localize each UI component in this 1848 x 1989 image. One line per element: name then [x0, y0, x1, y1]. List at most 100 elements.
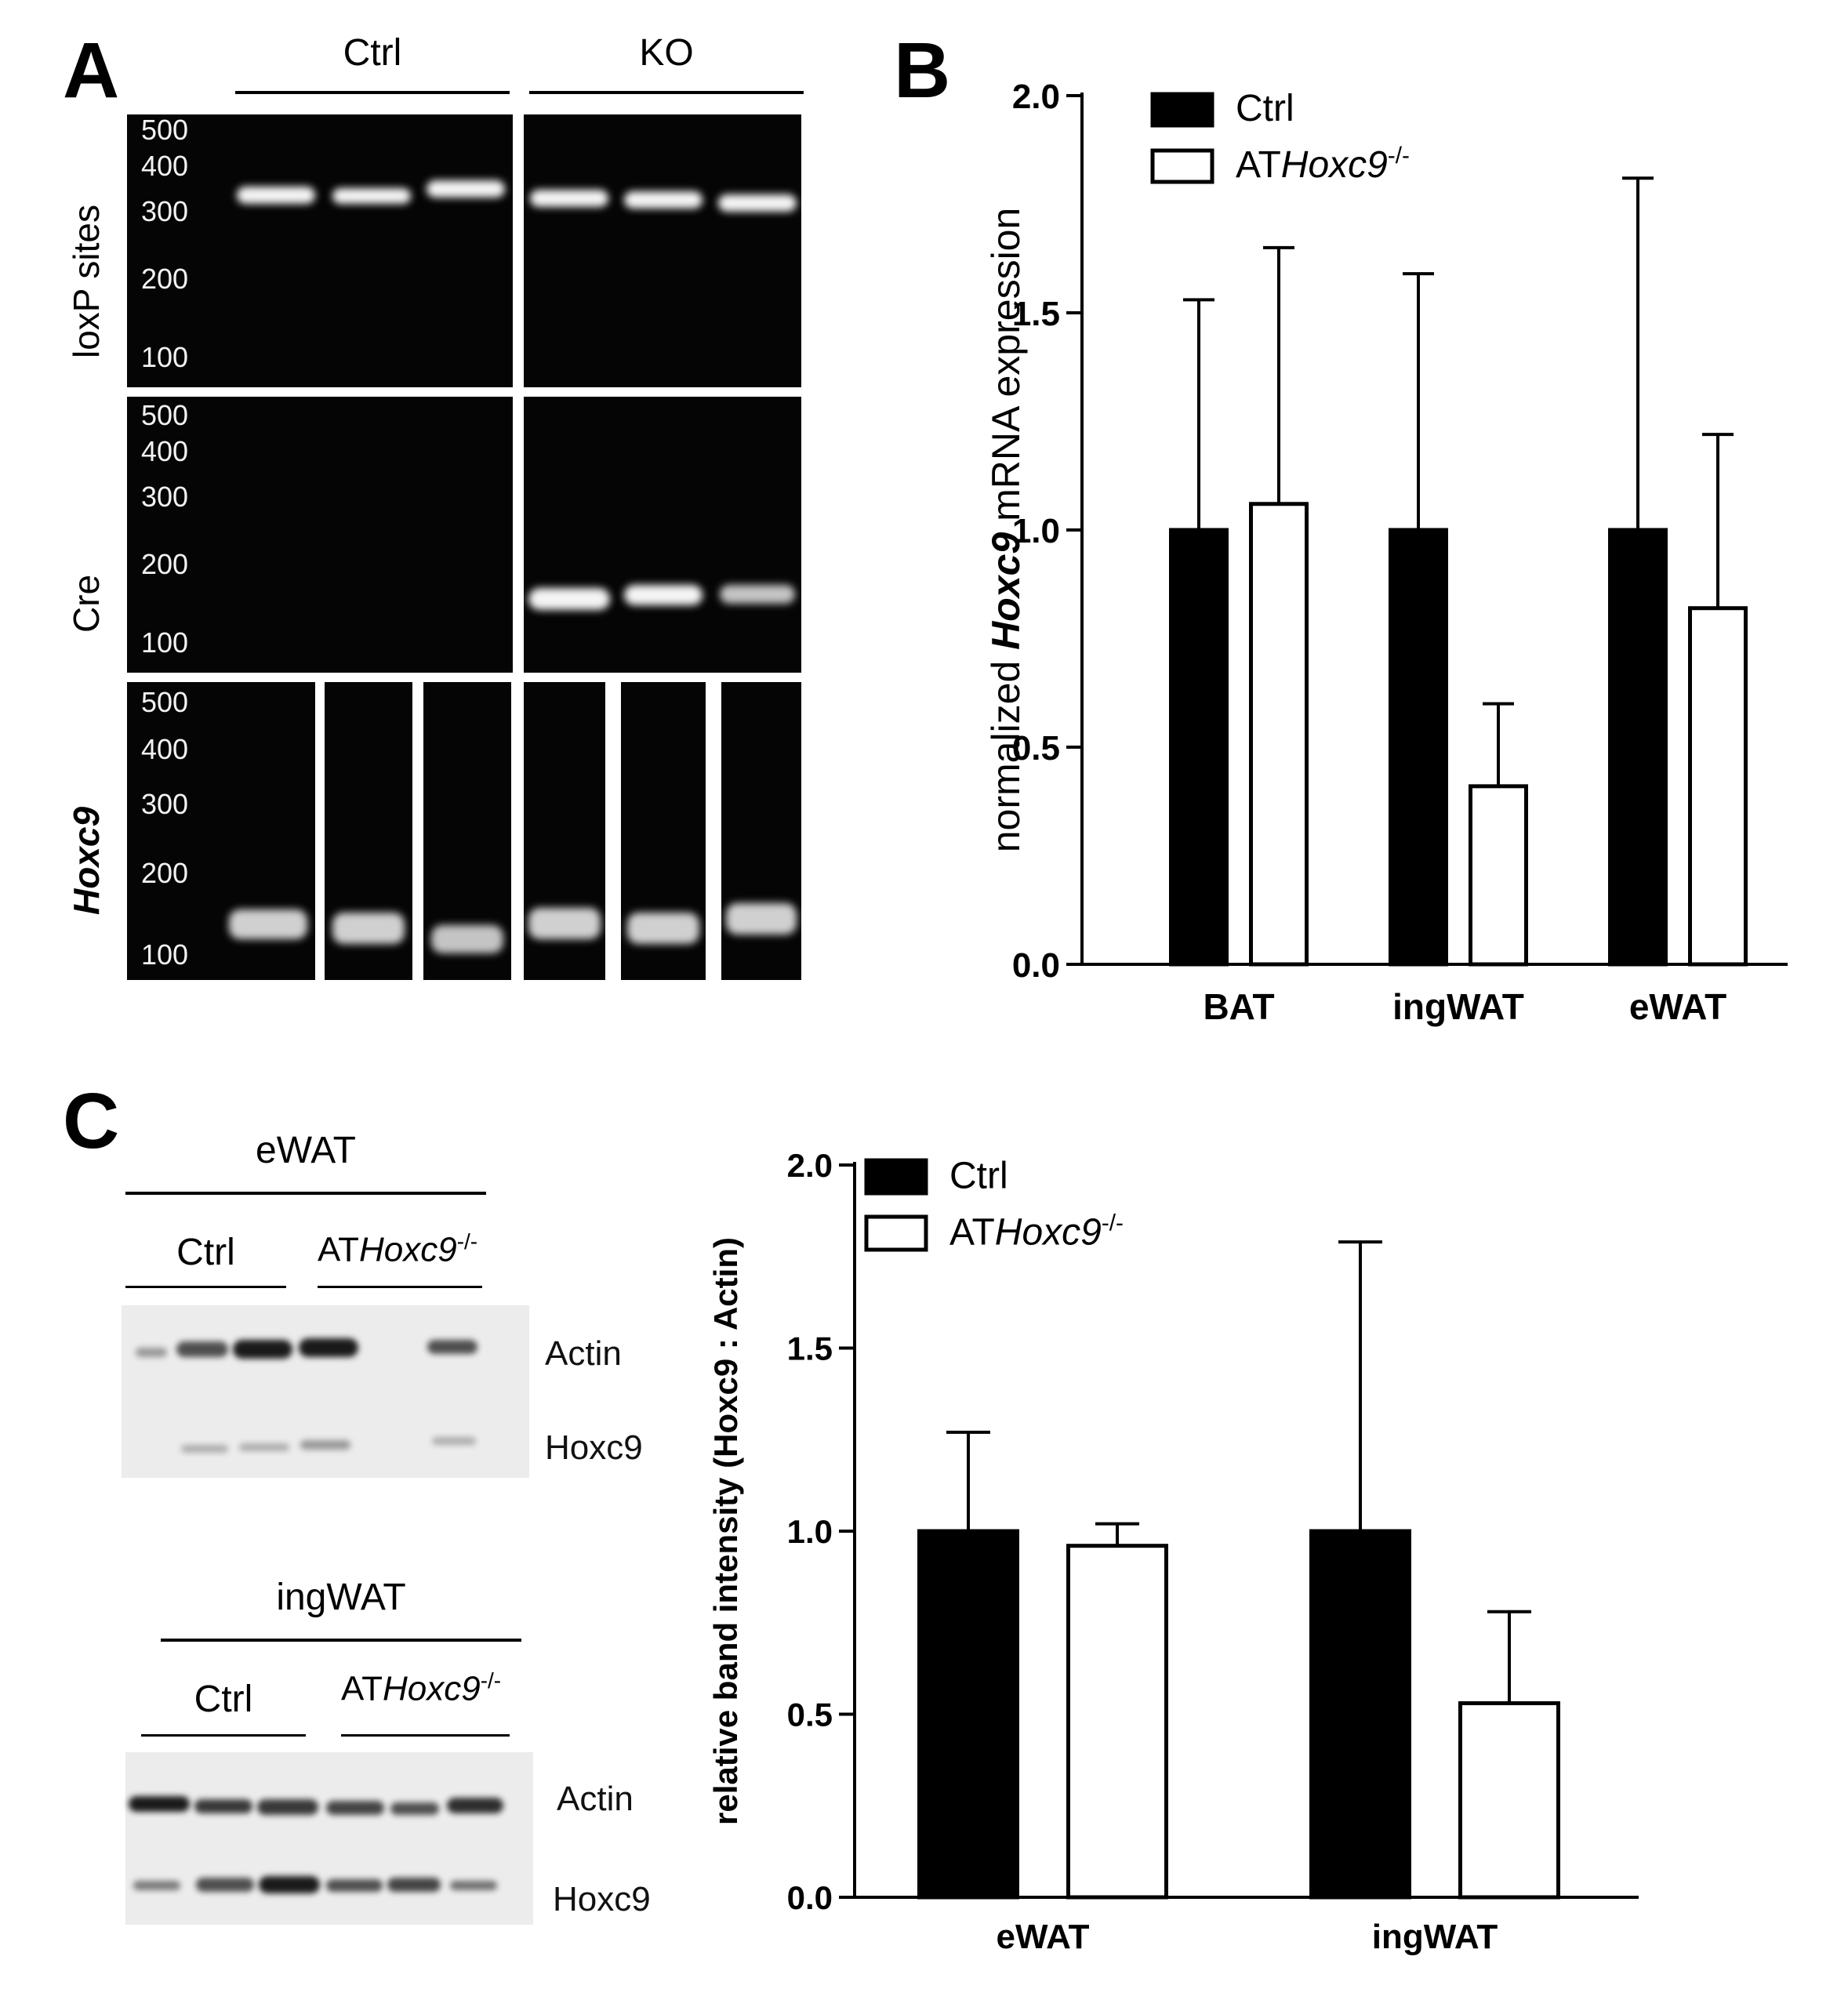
- gel-hoxc9-lane4: [524, 682, 605, 980]
- blot-band: [233, 1340, 292, 1359]
- legend-label: Ctrl: [949, 1156, 1008, 1197]
- gel-band: [237, 187, 315, 204]
- gel-hoxc9-lane3: [423, 682, 511, 980]
- legend-label: Ctrl: [1236, 88, 1294, 129]
- bar: [1458, 1700, 1560, 1900]
- gel-cre-ko: [524, 397, 801, 673]
- gel-band: [624, 191, 703, 209]
- blot-ewat-line: [125, 1192, 486, 1195]
- blot-band: [427, 1340, 477, 1354]
- y-axis-label: relative band intensity (Hoxc9 : Actin): [707, 1237, 744, 1825]
- blot-band: [299, 1338, 358, 1357]
- row-label-cre: Cre: [66, 574, 107, 633]
- blot-band: [326, 1801, 384, 1815]
- bar: [1169, 528, 1229, 967]
- blot-ingwat-line: [161, 1639, 521, 1642]
- y-tick-label: 2.0: [1012, 78, 1060, 116]
- y-tick-label: 1.0: [787, 1513, 833, 1550]
- blot-ingwat-ko-line: [341, 1734, 510, 1737]
- blot-band: [326, 1879, 383, 1892]
- ladder-label: 500: [141, 114, 189, 146]
- blot-band: [432, 1437, 476, 1445]
- y-tick-label: 0.5: [1012, 729, 1060, 768]
- ladder-label: 300: [141, 195, 189, 227]
- bar: [1389, 528, 1448, 967]
- bar: [1469, 784, 1528, 967]
- gel-band: [528, 588, 610, 610]
- blot-ewat-title: eWAT: [256, 1130, 356, 1171]
- gel-loxp-ctrl: 500 400 300 200 100: [127, 114, 513, 387]
- blot-ewat-ko-line: [318, 1286, 482, 1288]
- ladder-label: 500: [141, 686, 189, 718]
- gel-band: [718, 194, 797, 212]
- ladder-label: 100: [141, 938, 189, 971]
- ladder-label: 300: [141, 788, 189, 820]
- gel-band: [528, 908, 601, 939]
- blot-band: [259, 1876, 320, 1893]
- panel-label-a: A: [63, 27, 120, 114]
- gel-hoxc9-lane5: [621, 682, 706, 980]
- x-tick-label: eWAT: [997, 1918, 1090, 1956]
- row-label-hoxc9: Hoxc9: [66, 806, 107, 915]
- blot-ingwat-hoxc9-label: Hoxc9: [553, 1880, 651, 1918]
- blot-band: [257, 1799, 318, 1815]
- gel-hoxc9-lane1: 500 400 300 200 100: [127, 682, 315, 980]
- ladder-label: 200: [141, 263, 189, 295]
- gel-band: [627, 913, 699, 944]
- blot-ingwat-ctrl-line: [141, 1734, 306, 1737]
- blot-ingwat-title: ingWAT: [276, 1577, 406, 1618]
- gel-hoxc9-lane2: [325, 682, 412, 980]
- bar: [1309, 1529, 1411, 1900]
- group-line-ctrl: [235, 91, 510, 94]
- legend-swatch: [864, 1214, 928, 1252]
- blot-band: [181, 1445, 228, 1453]
- y-tick-label: 0.5: [787, 1697, 833, 1733]
- group-label-ko: KO: [639, 32, 694, 74]
- blot-band: [136, 1348, 167, 1357]
- gel-band: [624, 585, 703, 605]
- blot-ewat-hoxc9-label: Hoxc9: [545, 1428, 643, 1467]
- blot-ewat-ctrl-line: [125, 1286, 286, 1288]
- x-tick-label: BAT: [1203, 986, 1274, 1027]
- chart-b: 0.0 0.5 1.0 1.5 2.0 normalized Hoxc9 mRNA exp…: [984, 78, 1788, 1027]
- blot-ewat-image: [122, 1305, 529, 1478]
- blot-band: [194, 1799, 252, 1813]
- y-tick-label: 1.5: [787, 1330, 833, 1367]
- y-axis-label: normalized Hoxc9 mRNA expression: [984, 208, 1028, 853]
- chart-c: 0.0 0.5 1.0 1.5 2.0 relative band intensity (…: [707, 1147, 1639, 1956]
- bar: [917, 1529, 1019, 1900]
- panel-label-b: B: [894, 27, 951, 114]
- x-tick-label: eWAT: [1629, 986, 1726, 1027]
- group-line-ko: [529, 91, 804, 94]
- gel-loxp-ko: [524, 114, 801, 387]
- gel-band: [332, 188, 411, 204]
- legend-swatch: [1150, 92, 1214, 128]
- y-tick-label: 1.0: [1012, 512, 1060, 550]
- blot-ingwat-actin-label: Actin: [557, 1780, 634, 1818]
- legend-label: ATHoxc9-/-: [1236, 143, 1410, 186]
- gel-band: [229, 909, 307, 939]
- ladder-label: 400: [141, 435, 189, 467]
- blot-band: [133, 1881, 180, 1890]
- gel-band: [427, 180, 505, 198]
- blot-band: [300, 1440, 350, 1450]
- ladder-label: 500: [141, 399, 189, 431]
- ladder-label: 200: [141, 548, 189, 580]
- panel-label-c: C: [63, 1077, 120, 1165]
- group-label-ctrl: Ctrl: [343, 32, 402, 74]
- blot-ingwat-ctrl: Ctrl: [194, 1679, 253, 1720]
- bar: [1066, 1544, 1168, 1900]
- gel-band: [726, 903, 797, 935]
- ladder-label: 400: [141, 150, 189, 182]
- gel-band: [332, 913, 405, 944]
- gel-cre-ctrl: 500 400 300 200 100: [127, 397, 513, 673]
- gel-band: [530, 190, 608, 207]
- blot-ewat-ko: ATHoxc9-/-: [318, 1229, 478, 1269]
- blot-band: [447, 1798, 503, 1813]
- legend-label: ATHoxc9-/-: [949, 1210, 1124, 1253]
- bar: [1608, 528, 1668, 967]
- blot-ingwat-image: [125, 1752, 533, 1925]
- bar: [1249, 502, 1309, 967]
- blot-band: [450, 1881, 497, 1890]
- ladder-label: 100: [141, 341, 189, 373]
